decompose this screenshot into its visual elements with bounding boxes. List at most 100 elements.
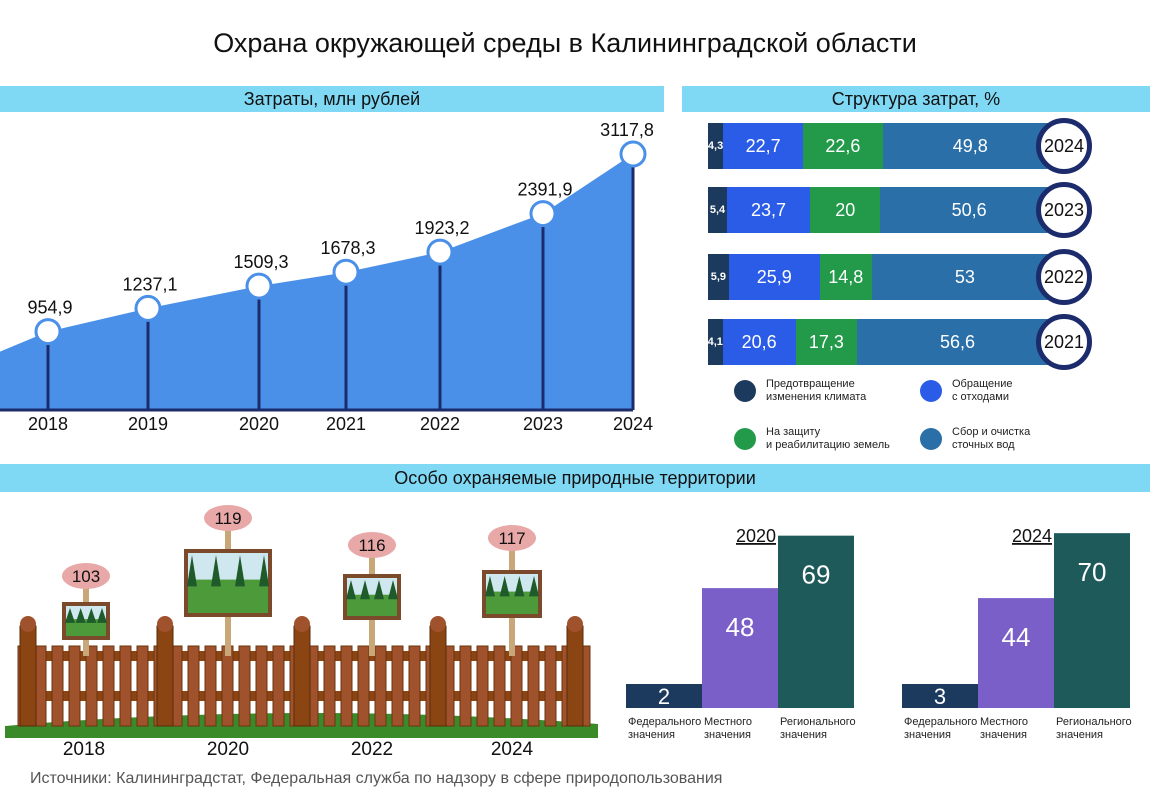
fence-post	[19, 625, 37, 727]
oopt-bar	[626, 684, 702, 708]
oopt-count-bubble	[62, 563, 110, 589]
fence-picket	[136, 645, 149, 727]
oopt-count-bubble	[488, 525, 536, 551]
oopt-bar-category: значения	[1056, 729, 1103, 741]
tree-icon	[499, 576, 510, 597]
oopt-count-label: 119	[214, 509, 241, 528]
fence-picket	[340, 645, 353, 727]
legend-item: Сбор и очистка сточных вод	[920, 426, 1102, 452]
fence-post	[429, 625, 447, 727]
costs-area	[0, 154, 633, 410]
oopt-bar-category: Регионального	[780, 716, 856, 728]
costs-value-label: 3117,8	[600, 120, 654, 140]
stacked-segment: 49,8	[882, 123, 1058, 169]
fence-post-cap	[430, 616, 446, 632]
fence-picket	[459, 645, 472, 727]
tree-icon	[75, 608, 86, 623]
stacked-segment: 5,9	[708, 254, 729, 300]
oopt-bar-category: Местного	[980, 716, 1028, 728]
costs-value-label: 2391,9	[517, 180, 572, 200]
oopt-bar-value: 3	[934, 684, 946, 709]
oopt-year-label: 2024	[491, 739, 534, 760]
oopt-bar-value: 70	[1078, 557, 1107, 587]
oopt-bar-category: значения	[704, 729, 751, 741]
legend-item: Обращение с отходами	[920, 378, 1102, 404]
legend-swatch	[734, 380, 756, 402]
bar-group-title: 2020	[736, 526, 776, 546]
oopt-count-label: 116	[358, 536, 385, 555]
legend-label: Обращение с отходами	[952, 378, 1013, 403]
tree-icon	[388, 580, 398, 600]
costs-value-label: 1923,2	[414, 218, 469, 238]
legend-swatch	[920, 428, 942, 450]
stacked-row: 5,4 23,7 20 50,6	[708, 187, 1058, 233]
stacked-segment: 25,9	[728, 254, 820, 300]
costs-point-marker	[619, 140, 647, 168]
fence-picket	[391, 645, 404, 727]
tree-icon	[65, 608, 75, 623]
costs-year-label: 2019	[128, 414, 168, 434]
legend-label: Предотвращение изменения климата	[766, 378, 867, 403]
stacked-segment: 20,6	[722, 319, 796, 365]
oopt-year-label: 2020	[207, 739, 249, 760]
tree-icon	[211, 555, 221, 587]
structure-legend: Предотвращение изменения климата Обращение…	[734, 378, 1150, 458]
sign-sky	[347, 578, 397, 599]
costs-year-label: 2020	[239, 414, 279, 434]
section-costs-header: Затраты, млн рублей	[0, 86, 664, 112]
costs-area-chart: 954,9 2018 1237,1 2019 1509,3 2020 1678,3 2021 1…	[0, 120, 654, 434]
costs-value-label: 1678,3	[320, 238, 375, 258]
sign-sky	[188, 553, 268, 584]
year-badge: 2022	[1036, 249, 1092, 305]
oopt-bar-category: Федерального	[904, 716, 977, 728]
fence-picket	[357, 645, 370, 727]
oopt-bar-category: значения	[904, 729, 951, 741]
sign-meadow	[66, 619, 106, 636]
oopt-fence-illustration: 103 2018 119 2020 116 2022 117 2024	[5, 505, 598, 760]
oopt-bar-category: значения	[980, 729, 1027, 741]
stacked-segment: 4,1	[708, 319, 723, 365]
costs-value-label: 1237,1	[122, 274, 177, 294]
oopt-bar	[1054, 533, 1130, 708]
stacked-segment: 23,7	[726, 187, 811, 233]
oopt-bar	[978, 598, 1054, 708]
oopt-bar-value: 48	[726, 612, 755, 642]
fence-picket	[68, 645, 81, 727]
oopt-bar-value: 69	[802, 560, 831, 590]
oopt-bar-category: Федерального	[628, 716, 701, 728]
stacked-segment: 14,8	[819, 254, 872, 300]
fence-picket	[119, 645, 132, 727]
tree-icon	[360, 580, 370, 600]
sign-meadow	[486, 591, 538, 614]
costs-year-label: 2018	[28, 414, 68, 434]
stacked-row: 5,9 25,9 14,8 53	[708, 254, 1058, 300]
stacked-segment: 22,7	[723, 123, 804, 169]
fence-post-cap	[157, 616, 173, 632]
year-badge: 2023	[1036, 182, 1092, 238]
fence-post-cap	[567, 616, 583, 632]
fence-picket	[408, 645, 421, 727]
oopt-count-label: 103	[72, 567, 100, 586]
costs-year-label: 2023	[523, 414, 563, 434]
legend-label: На защиту и реабилитацию земель	[766, 426, 890, 451]
legend-item: Предотвращение изменения климата	[734, 378, 916, 404]
costs-point-marker	[134, 294, 162, 322]
oopt-bar-category: значения	[628, 729, 675, 741]
tree-icon	[374, 580, 384, 600]
year-badge: 2021	[1036, 314, 1092, 370]
fence-picket	[510, 645, 523, 727]
sign-meadow	[188, 579, 268, 613]
costs-point-marker	[426, 238, 454, 266]
oopt-bar	[902, 684, 978, 708]
page-title: Охрана окружающей среды в Калининградско…	[213, 28, 917, 58]
costs-point-marker	[332, 258, 360, 286]
oopt-bar-value: 2	[658, 684, 670, 709]
oopt-year-label: 2018	[63, 739, 105, 760]
fence-post-cap	[294, 616, 310, 632]
fence-picket	[238, 645, 251, 727]
stacked-segment: 56,6	[857, 319, 1058, 365]
costs-value-label: 954,9	[27, 298, 72, 318]
stacked-segment: 4,3	[708, 123, 723, 169]
costs-point-marker	[529, 200, 557, 228]
oopt-bar-value: 44	[1002, 622, 1031, 652]
